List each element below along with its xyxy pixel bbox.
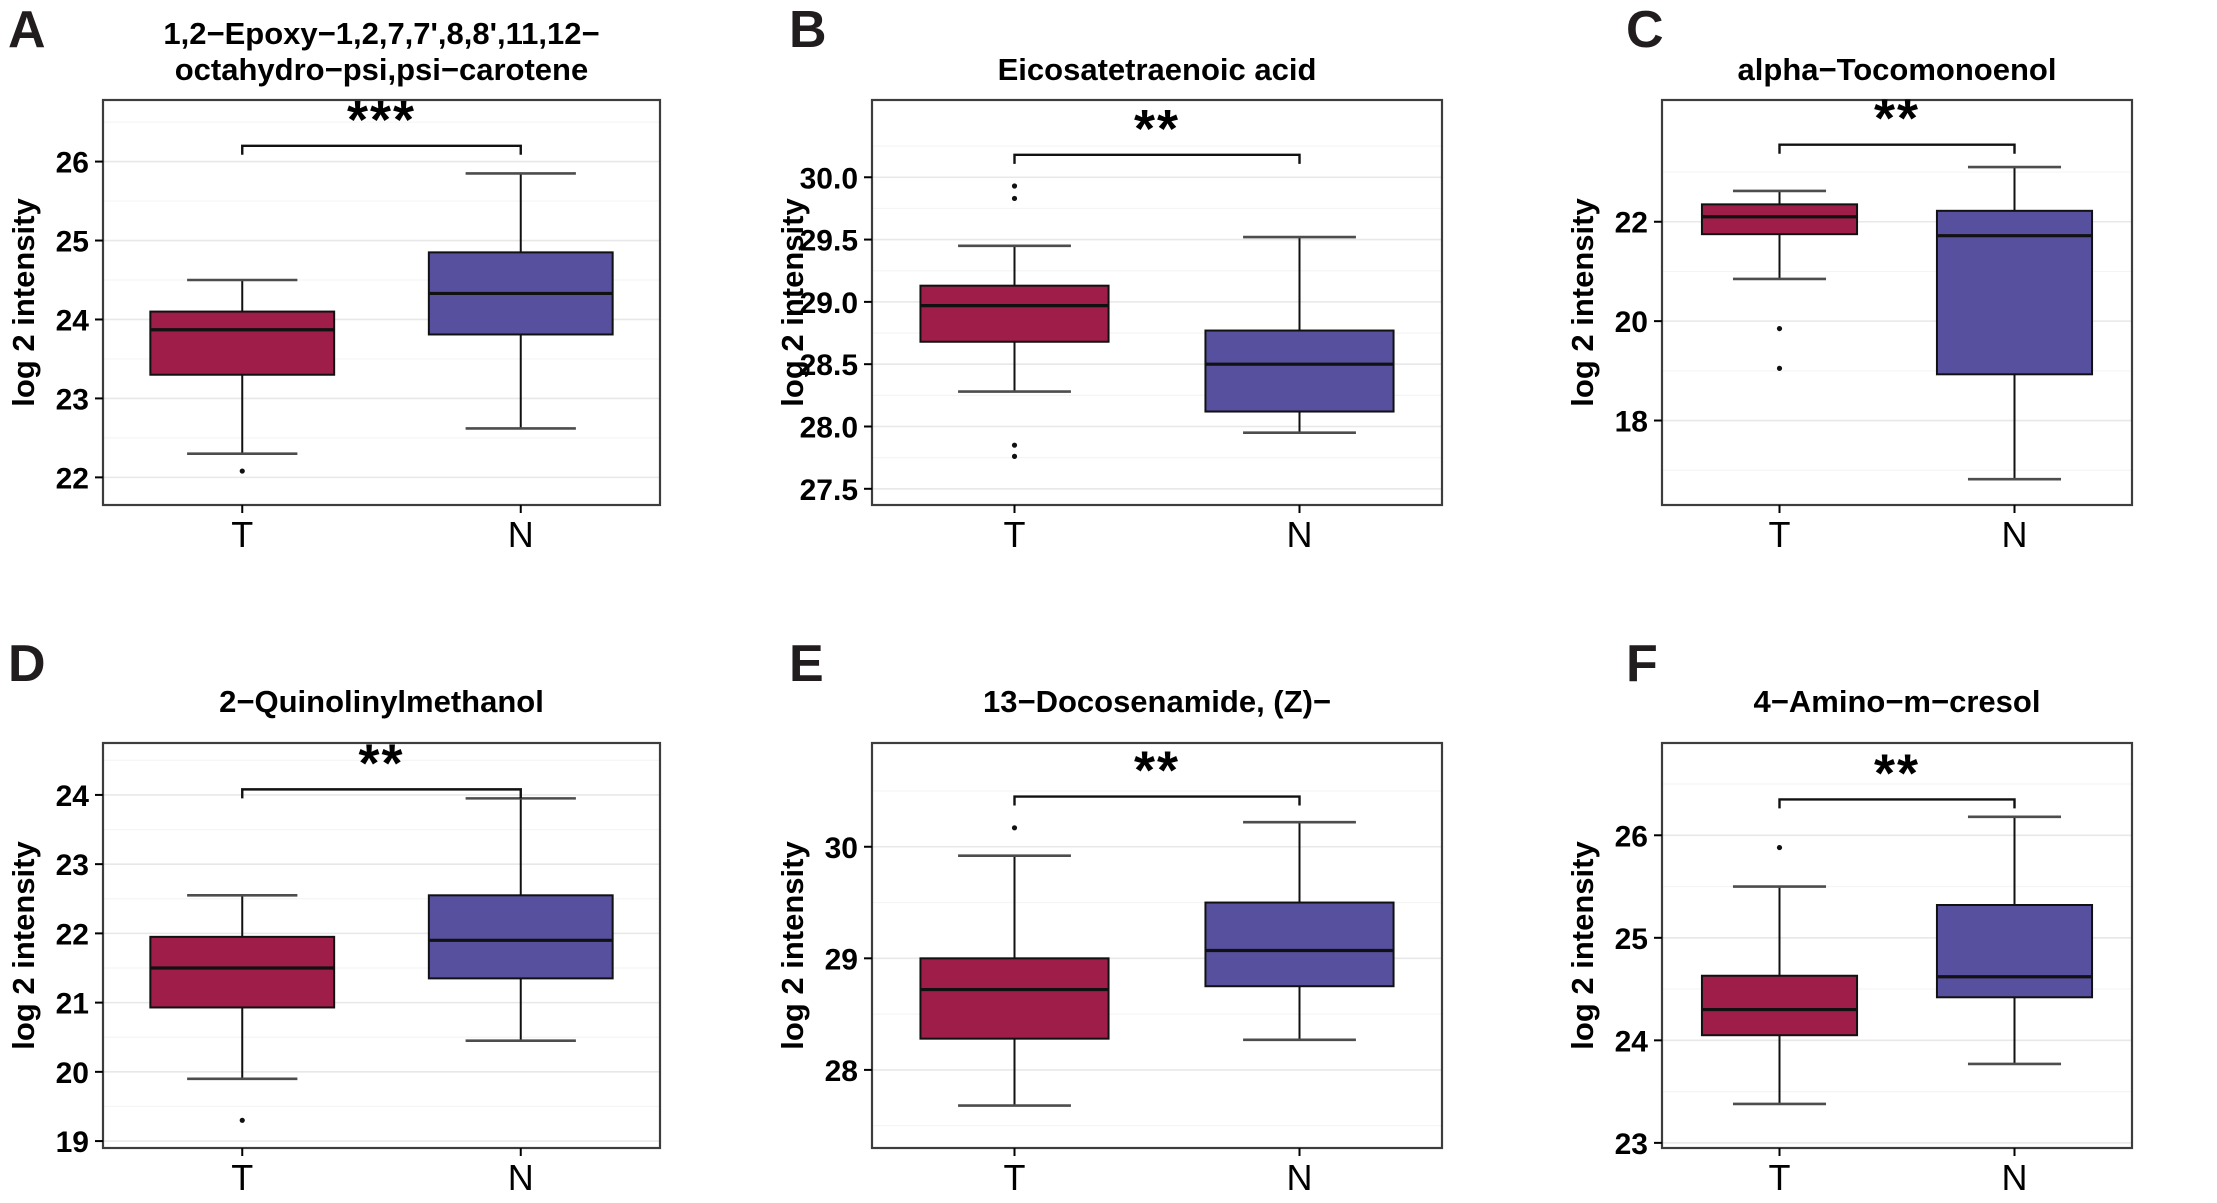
- svg-text:N: N: [508, 1157, 534, 1198]
- svg-text:18: 18: [1615, 406, 1648, 439]
- panel-letter: A: [8, 1, 46, 59]
- svg-text:log 2 intensity: log 2 intensity: [1567, 198, 1600, 407]
- panel-title: 1,2−Epoxy−1,2,7,7',8,8',11,12− octahydro…: [103, 4, 660, 88]
- svg-text:N: N: [1287, 514, 1313, 555]
- panel-title-line: octahydro−psi,psi−carotene: [174, 52, 589, 87]
- boxplot-chart: 19 20 21 22 23 24 log 2 intensity T N **: [8, 733, 662, 1198]
- svg-text:25: 25: [56, 226, 89, 259]
- panel-letter: F: [1626, 635, 1658, 693]
- panel-letter: B: [789, 1, 827, 59]
- svg-text:30: 30: [825, 832, 858, 865]
- svg-text:24: 24: [56, 780, 90, 813]
- svg-text:24: 24: [56, 304, 90, 337]
- svg-text:29: 29: [825, 943, 858, 976]
- svg-text:**: **: [1134, 99, 1180, 159]
- svg-text:log 2 intensity: log 2 intensity: [8, 841, 41, 1050]
- svg-text:20: 20: [56, 1057, 89, 1090]
- panel-D: D 2−Quinolinylmethanol 19 20 21 22 23 24 log 2…: [0, 590, 739, 1198]
- svg-text:25: 25: [1615, 923, 1648, 956]
- panel-C: C alpha−Tocomonoenol 18 20 22 log 2 intensi…: [1478, 0, 2217, 590]
- panel-letter: C: [1626, 1, 1664, 59]
- svg-text:T: T: [1004, 514, 1026, 555]
- svg-text:log 2 intensity: log 2 intensity: [777, 841, 810, 1050]
- svg-text:***: ***: [347, 90, 416, 150]
- panel-A: A 1,2−Epoxy−1,2,7,7',8,8',11,12− octahyd…: [0, 0, 739, 590]
- svg-text:log 2 intensity: log 2 intensity: [777, 198, 810, 407]
- panel-title: alpha−Tocomonoenol: [1662, 4, 2132, 88]
- svg-text:T: T: [1004, 1157, 1026, 1198]
- svg-text:**: **: [1874, 90, 1920, 149]
- panel-title: Eicosatetraenoic acid: [872, 4, 1442, 88]
- panel-title-line: 1,2−Epoxy−1,2,7,7',8,8',11,12−: [163, 16, 600, 51]
- svg-text:N: N: [508, 514, 534, 555]
- panel-title: 4−Amino−m−cresol: [1662, 674, 2132, 720]
- svg-text:24: 24: [1615, 1025, 1649, 1058]
- svg-text:26: 26: [56, 147, 89, 180]
- panel-title-line: 2−Quinolinylmethanol: [219, 684, 544, 719]
- svg-text:29.5: 29.5: [800, 225, 858, 258]
- svg-text:23: 23: [56, 849, 89, 882]
- svg-text:22: 22: [1615, 207, 1648, 240]
- svg-text:28: 28: [825, 1055, 858, 1088]
- svg-text:26: 26: [1615, 820, 1648, 853]
- panel-letter: E: [789, 635, 824, 693]
- svg-text:N: N: [2002, 1157, 2028, 1198]
- boxplot-chart: 28 29 30 log 2 intensity T N **: [777, 741, 1444, 1198]
- svg-text:T: T: [1769, 1157, 1791, 1198]
- panel-title-line: alpha−Tocomonoenol: [1737, 52, 2057, 87]
- panel-title-line: 4−Amino−m−cresol: [1753, 684, 2041, 719]
- boxplot-chart: 23 24 25 26 log 2 intensity T N **: [1567, 741, 2134, 1198]
- svg-text:T: T: [1769, 514, 1791, 555]
- svg-text:N: N: [2002, 514, 2028, 555]
- svg-text:21: 21: [56, 988, 89, 1021]
- panel-title-line: 13−Docosenamide, (Z)−: [982, 684, 1331, 719]
- svg-text:22: 22: [56, 918, 89, 951]
- svg-text:log 2 intensity: log 2 intensity: [1567, 841, 1600, 1050]
- svg-text:29.0: 29.0: [800, 287, 858, 320]
- svg-text:20: 20: [1615, 306, 1648, 339]
- svg-text:**: **: [1874, 743, 1920, 803]
- svg-text:30.0: 30.0: [800, 162, 858, 195]
- svg-text:19: 19: [56, 1126, 89, 1159]
- panel-E: E 13−Docosenamide, (Z)− 28 29 30 log 2 inte…: [739, 590, 1478, 1198]
- boxplot-chart: 22 23 24 25 26 log 2 intensity T N ***: [8, 90, 662, 555]
- panel-F: F 4−Amino−m−cresol 23 24 25 26 log 2 intensi…: [1478, 590, 2217, 1198]
- svg-text:**: **: [358, 733, 404, 793]
- svg-text:28.5: 28.5: [800, 349, 858, 382]
- svg-text:T: T: [231, 514, 253, 555]
- svg-text:T: T: [231, 1157, 253, 1198]
- panel-title: 2−Quinolinylmethanol: [103, 674, 660, 720]
- panel-title-line: Eicosatetraenoic acid: [997, 52, 1317, 87]
- svg-text:22: 22: [56, 462, 89, 495]
- boxplot-chart: 18 20 22 log 2 intensity T N **: [1567, 90, 2134, 555]
- svg-text:23: 23: [1615, 1128, 1648, 1161]
- panel-B: B Eicosatetraenoic acid 27.5 28.0 28.5 29.0…: [739, 0, 1478, 590]
- svg-text:23: 23: [56, 383, 89, 416]
- svg-text:N: N: [1287, 1157, 1313, 1198]
- svg-text:28.0: 28.0: [800, 411, 858, 444]
- panel-title: 13−Docosenamide, (Z)−: [872, 674, 1442, 720]
- svg-text:27.5: 27.5: [800, 474, 858, 507]
- svg-text:log 2 intensity: log 2 intensity: [8, 198, 41, 407]
- panel-letter: D: [8, 635, 46, 693]
- svg-text:**: **: [1134, 741, 1180, 801]
